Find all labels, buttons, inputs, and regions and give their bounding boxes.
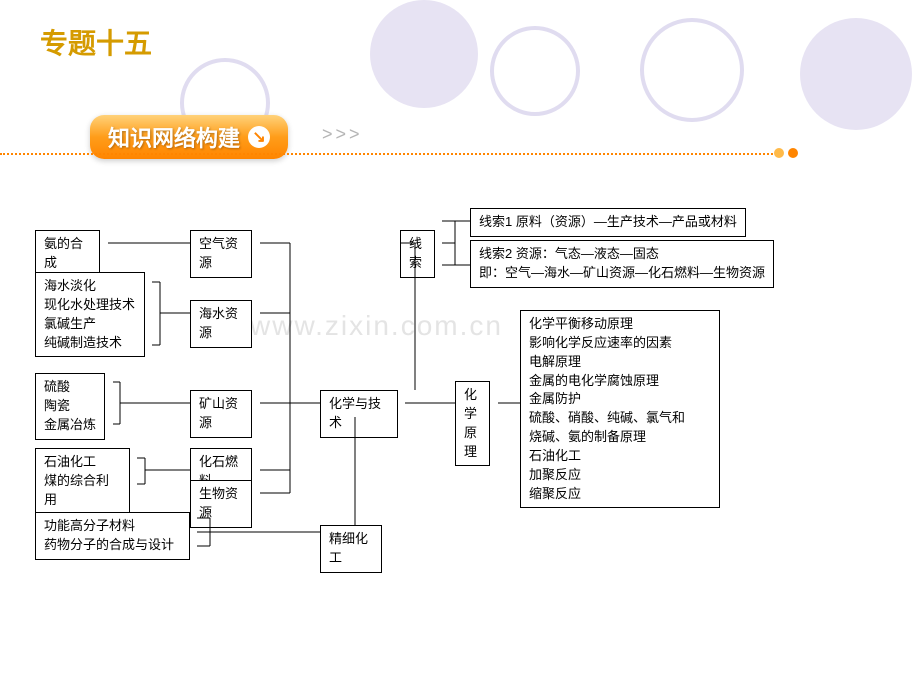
deco-circle-5 xyxy=(800,18,912,130)
box-seawater-tech: 海水淡化 现化水处理技术 氯碱生产 纯碱制造技术 xyxy=(35,272,145,357)
page-title: 专题十五 xyxy=(40,22,152,62)
deco-circle-4 xyxy=(640,18,744,122)
watermark-text: www.zixin.com.cn xyxy=(250,310,503,342)
arrow-icon: ↘ xyxy=(248,126,270,148)
box-minerals-tech: 硫酸 陶瓷 金属冶炼 xyxy=(35,373,105,440)
box-ammonia: 氨的合成 xyxy=(35,230,100,278)
deco-circle-3 xyxy=(490,26,580,116)
box-polymer: 功能高分子材料 药物分子的合成与设计 xyxy=(35,512,190,560)
box-clues: 线索 xyxy=(400,230,435,278)
box-clue2: 线索2 资源：气态—液态—固态 即：空气—海水—矿山资源—化石燃料—生物资源 xyxy=(470,240,774,288)
divider-dotted xyxy=(0,153,780,155)
box-air-resource: 空气资源 xyxy=(190,230,252,278)
box-fine-chem: 精细化工 xyxy=(320,525,382,573)
box-center: 化学与技术 xyxy=(320,390,398,438)
box-seawater-resource: 海水资源 xyxy=(190,300,252,348)
box-bio-resource: 生物资源 xyxy=(190,480,252,528)
box-clue1: 线索1 原料（资源）—生产技术—产品或材料 xyxy=(470,208,746,237)
box-principle-list: 化学平衡移动原理 影响化学反应速率的因素 电解原理 金属的电化学腐蚀原理 金属防… xyxy=(520,310,720,508)
chevrons-icon: >>> xyxy=(322,124,363,145)
box-principle: 化学 原理 xyxy=(455,381,490,466)
dot-end-1 xyxy=(774,148,784,158)
banner-text: 知识网络构建 xyxy=(108,121,240,153)
dot-end-2 xyxy=(788,148,798,158)
box-petroleum: 石油化工 煤的综合利用 xyxy=(35,448,130,515)
deco-circle-2 xyxy=(370,0,478,108)
box-mineral-resource: 矿山资源 xyxy=(190,390,252,438)
